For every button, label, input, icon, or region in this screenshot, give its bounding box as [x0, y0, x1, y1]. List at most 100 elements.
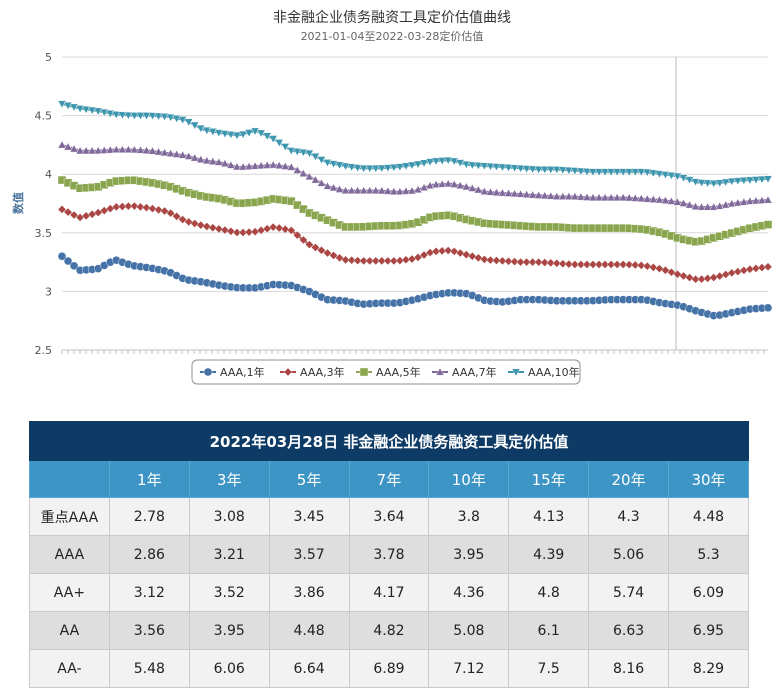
data-point: [673, 197, 682, 206]
data-point: [377, 164, 387, 173]
data-point: [124, 201, 133, 211]
data-point: [534, 257, 543, 267]
data-point: [69, 210, 79, 220]
data-point: [606, 260, 616, 269]
table-cell: 5.06: [588, 535, 669, 574]
data-point: [757, 195, 767, 204]
data-point: [455, 181, 465, 189]
data-point: [594, 193, 604, 202]
legend-marker: [203, 367, 213, 377]
table-cell: 3.21: [188, 535, 270, 574]
data-point: [588, 193, 598, 202]
data-point: [202, 222, 212, 231]
table-row: AA- 5.48 6.06 6.64 6.89 7.12 7.5 8.16 8.29: [29, 649, 749, 688]
data-point: [323, 248, 332, 258]
data-point: [461, 160, 471, 169]
data-point: [214, 224, 224, 234]
data-point: [202, 126, 212, 135]
data-point: [655, 170, 664, 179]
data-point: [190, 121, 200, 130]
data-point: [437, 179, 447, 188]
y-tick-label: 4.5: [35, 110, 53, 123]
data-point: [733, 198, 743, 207]
data-point: [721, 270, 731, 279]
data-point: [341, 162, 350, 171]
data-point: [504, 188, 513, 197]
data-point: [347, 186, 356, 195]
data-point: [292, 148, 302, 156]
data-point: [280, 224, 290, 234]
data-point: [214, 129, 224, 138]
data-point: [679, 174, 688, 183]
data-point: [667, 172, 676, 180]
data-point: [274, 161, 284, 169]
data-point: [118, 111, 127, 120]
data-point: [588, 168, 598, 177]
table-cell: 6.63: [588, 611, 669, 650]
data-point: [268, 222, 278, 232]
data-point: [443, 246, 453, 255]
data-point: [57, 205, 67, 214]
data-point: [190, 219, 200, 228]
data-point: [642, 194, 652, 203]
data-point: [413, 185, 423, 194]
data-point: [437, 246, 447, 256]
data-point: [468, 251, 477, 261]
data-point: [232, 162, 242, 171]
y-axis-label: 数值: [11, 192, 25, 214]
legend-item: AAA,1年: [200, 365, 265, 379]
data-point: [763, 220, 773, 229]
data-point: [642, 168, 652, 177]
data-point: [63, 142, 73, 151]
table-header-cell: 10年: [428, 460, 510, 498]
data-point: [522, 257, 531, 267]
data-point: [323, 159, 332, 168]
legend-label: AAA,7年: [452, 365, 497, 379]
data-point: [649, 169, 658, 178]
data-point: [112, 202, 121, 212]
data-point: [528, 190, 538, 199]
data-point: [624, 260, 634, 269]
data-point: [371, 186, 381, 195]
table-cell: 5.08: [428, 611, 510, 650]
y-tick-label: 5: [45, 51, 52, 64]
data-point: [474, 185, 483, 194]
data-point: [184, 151, 194, 160]
legend-item: AAA,5年: [356, 365, 421, 379]
data-point: [600, 193, 610, 202]
table-cell: 4.48: [668, 497, 749, 536]
data-point: [196, 155, 206, 163]
series-line: [61, 255, 769, 318]
table-cell: 6.09: [668, 573, 749, 612]
line-chart: 非金融企业债务融资工具定价估值曲线 2021-01-04至2022-03-28定…: [11, 9, 773, 385]
data-point: [226, 227, 236, 236]
data-point: [703, 202, 712, 211]
data-point: [636, 194, 646, 203]
data-point: [148, 204, 157, 213]
data-point: [148, 146, 157, 155]
data-point: [353, 256, 362, 265]
data-point: [274, 139, 284, 148]
data-point: [154, 205, 163, 215]
data-point: [124, 111, 133, 120]
data-point: [118, 202, 127, 211]
table-cell: 3.12: [108, 573, 190, 612]
data-point: [679, 271, 688, 281]
table-cell: 5.48: [108, 649, 190, 688]
data-point: [305, 240, 314, 249]
data-point: [160, 113, 169, 121]
data-point: [238, 130, 248, 139]
table-header-cell: 3年: [188, 460, 270, 498]
data-point: [57, 252, 67, 261]
data-point: [492, 256, 501, 265]
data-point: [280, 161, 290, 170]
data-point: [335, 253, 344, 263]
data-point: [377, 186, 387, 195]
data-point: [268, 135, 278, 144]
data-point: [540, 191, 550, 200]
data-point: [377, 256, 387, 266]
data-point: [709, 202, 719, 211]
table-cell: 4.17: [348, 573, 430, 612]
data-point: [341, 186, 350, 195]
data-point: [274, 223, 284, 233]
